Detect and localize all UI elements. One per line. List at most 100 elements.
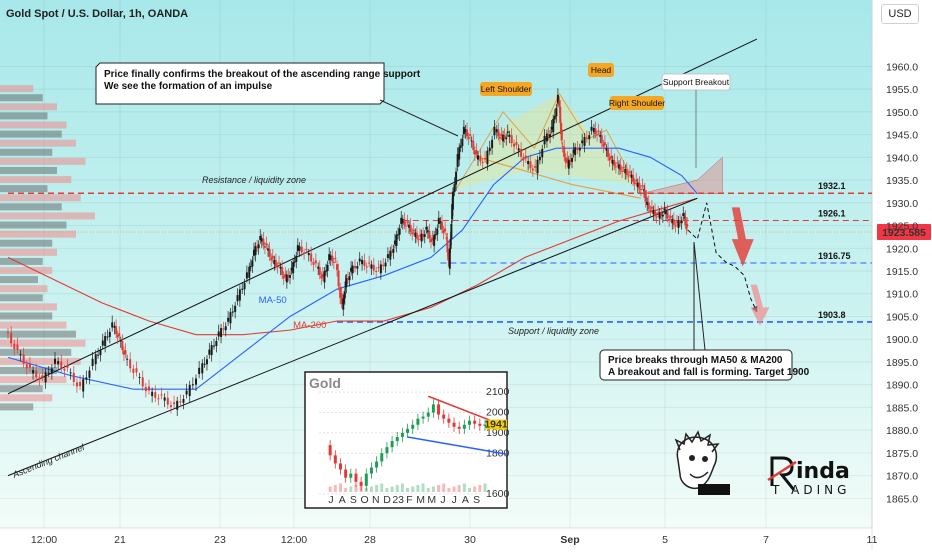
candle-body [284,273,287,277]
candle-body [479,155,482,162]
candle-body [446,239,449,253]
channel-line [7,197,698,477]
candle-body [453,184,456,193]
candle-body [644,198,647,202]
ma50-label: MA-50 [259,295,287,306]
candle-body [627,175,630,177]
time-axis: 12:00 21 23 12:00 28 30 Sep 5 7 11 [31,534,878,546]
candle-body [293,261,296,263]
candle-body [414,232,417,237]
candle-body [685,225,688,229]
candle-body [368,262,371,264]
y-tick-label: 1895.0 [886,357,918,369]
candle-body [477,155,479,160]
candle-body [231,311,234,313]
x-tick-label: 11 [867,534,878,546]
inset-volume-bar [359,483,363,492]
candle-body [423,234,426,237]
genius-mouth-icon [689,471,709,479]
candle-body [217,331,220,337]
candle-body [201,363,204,374]
candle-body [614,166,617,168]
inset-candle-body [359,481,363,486]
candle-body [583,137,586,146]
inset-candle-body [478,423,482,426]
candle-body [358,258,361,262]
inset-volume-bar [447,488,451,492]
y-tick-label: 1885.0 [886,402,918,414]
candle-body [138,376,141,378]
candle-body [549,134,552,137]
candles [7,88,689,417]
candle-body [464,129,467,133]
inset-volume-bar [437,485,441,492]
candle-body [312,261,315,265]
candle-body [331,255,334,262]
candle-body [19,354,22,356]
top-callout-line2: We see the formation of an impulse [104,81,273,92]
volume-profile-bar [0,112,48,120]
candle-body [179,401,182,403]
candle-body [661,214,664,217]
candle-body [111,322,114,328]
volume-profile-bar [0,166,57,174]
candle-body [668,218,671,221]
candle-body [365,266,368,268]
candle-body [169,405,172,407]
inset-candle-body [447,418,451,423]
candle-body [466,129,469,137]
y-tick-label: 1920.0 [886,243,918,255]
candle-body [679,220,682,223]
inset-candle-body [364,473,368,486]
candle-body [434,234,437,236]
candle-body [472,140,475,151]
candle-body [224,326,227,331]
candle-body [22,354,25,364]
genius-hair-icon [674,430,720,453]
candle-body [345,278,348,287]
candle-body [442,230,445,234]
candle-body [680,220,683,224]
candle-body [122,350,125,355]
projection-path [687,202,758,313]
y-tick-label: 1875.0 [886,448,918,460]
candle-body [571,158,573,162]
candle-body [328,254,331,261]
candle-body [451,204,454,220]
inset-support-line [407,436,508,456]
candle-body [403,219,406,226]
candle-body [632,175,635,182]
candle-body [663,208,666,211]
candle-body [323,271,326,283]
volume-profile-bar [0,157,86,165]
candle-body [572,149,575,154]
candle-body [35,370,38,378]
volume-profile-bar [0,267,53,274]
candle-body [350,267,353,272]
candle-body [498,136,501,139]
inset-volume-bar [452,486,456,492]
candle-body [334,258,337,260]
candle-body [281,267,284,276]
candle-body [191,384,194,386]
candle-body [448,248,451,269]
genius-badge [698,484,730,495]
y-tick-label: 1910.0 [886,289,918,301]
currency-selector[interactable]: USD [881,4,919,24]
price-axis: 1865.0 1870.0 1875.0 1880.0 1885.0 1890.0 1895… [886,61,918,505]
candle-body [636,182,639,187]
candle-body [57,361,60,365]
candle-body [260,238,263,242]
y-tick-label: 1925.0 [886,221,918,233]
volume-profile-bar [0,312,53,320]
volume-profile-bar [0,130,62,138]
candle-body [227,317,230,322]
volume-profile-bar [0,276,38,284]
candle-body [135,368,138,373]
candle-body [425,226,428,230]
candle-body [50,368,53,374]
candle-body [459,145,462,148]
candle-body [590,126,593,131]
candle-body [99,350,102,356]
